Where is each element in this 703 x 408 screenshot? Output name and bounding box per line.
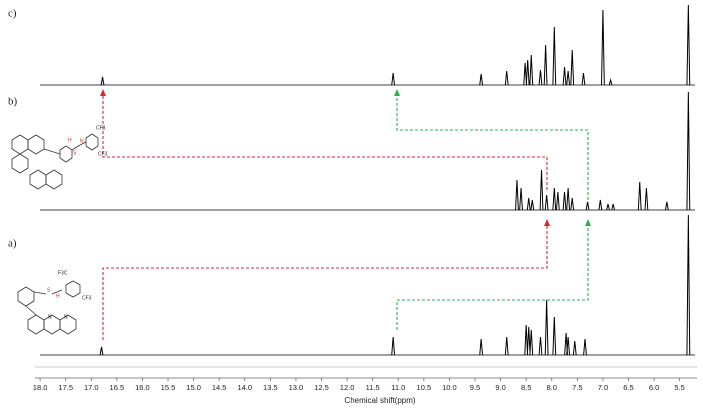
peak bbox=[530, 199, 535, 211]
x-tick-label: 11.0 bbox=[391, 383, 405, 392]
atom-label: CF3 bbox=[82, 295, 92, 301]
peak bbox=[538, 69, 543, 86]
x-tick-label: 7.5 bbox=[572, 383, 582, 392]
peak bbox=[515, 179, 519, 211]
x-tick-label: 17.0 bbox=[84, 383, 99, 392]
peak bbox=[100, 76, 105, 86]
peak bbox=[544, 299, 549, 356]
x-tick-label: 17.5 bbox=[58, 383, 73, 392]
peak bbox=[526, 326, 531, 356]
structure-b bbox=[11, 133, 99, 190]
peak bbox=[608, 78, 613, 86]
peak bbox=[686, 4, 691, 86]
peak bbox=[504, 336, 509, 356]
x-tick-label: 15.0 bbox=[186, 383, 201, 392]
atom-label: CF3 bbox=[98, 151, 108, 157]
peak bbox=[552, 187, 557, 211]
x-tick-label: 6.0 bbox=[649, 383, 659, 392]
peak bbox=[504, 70, 509, 86]
peak bbox=[99, 346, 104, 356]
x-tick-label: 5.5 bbox=[674, 383, 684, 392]
atom-label: N bbox=[80, 138, 84, 144]
x-tick-label: 14.5 bbox=[212, 383, 227, 392]
x-tick-label: 12.5 bbox=[314, 383, 329, 392]
x-tick-label: 6.5 bbox=[623, 383, 633, 392]
atom-label: N bbox=[48, 314, 52, 320]
peak bbox=[529, 54, 534, 86]
peak bbox=[570, 197, 575, 211]
structure-a bbox=[17, 280, 81, 335]
peak bbox=[686, 91, 691, 211]
peak bbox=[539, 169, 544, 211]
peak bbox=[391, 72, 396, 86]
peak bbox=[583, 338, 587, 356]
peak bbox=[526, 197, 531, 211]
x-tick-label: 13.5 bbox=[263, 383, 278, 392]
peak bbox=[686, 214, 691, 356]
x-tick-label: 18.0 bbox=[33, 383, 48, 392]
atom-label: N bbox=[64, 314, 68, 320]
peak bbox=[606, 203, 610, 211]
x-tick-label: 7.0 bbox=[598, 383, 608, 392]
x-tick-label: 14.0 bbox=[237, 383, 252, 392]
x-tick-label: 13.0 bbox=[289, 383, 304, 392]
peak bbox=[524, 324, 529, 356]
x-tick-label: 10.5 bbox=[417, 383, 432, 392]
atom-label: H bbox=[68, 137, 72, 143]
peak bbox=[529, 329, 534, 356]
x-tick-label: 16.5 bbox=[110, 383, 125, 392]
atom-label: H bbox=[56, 293, 60, 299]
spectrum-label: a) bbox=[8, 238, 17, 250]
peak bbox=[555, 191, 560, 211]
peak bbox=[552, 316, 557, 356]
peak bbox=[570, 49, 575, 86]
peak bbox=[566, 70, 571, 86]
atom-label: S bbox=[47, 287, 51, 293]
x-tick-label: 11.5 bbox=[366, 383, 380, 392]
spectrum-label: b) bbox=[8, 96, 18, 108]
spectrum-label: c) bbox=[8, 8, 17, 20]
peak bbox=[552, 26, 557, 86]
peak bbox=[562, 66, 567, 86]
peak bbox=[479, 73, 484, 86]
peak bbox=[519, 187, 523, 211]
peak bbox=[479, 338, 484, 356]
x-tick-label: 9.5 bbox=[470, 383, 480, 392]
peak bbox=[566, 187, 571, 211]
peak bbox=[523, 62, 528, 86]
correlation-arrows bbox=[100, 89, 591, 340]
atom-label: S bbox=[73, 150, 77, 156]
peak bbox=[391, 336, 396, 356]
peak bbox=[572, 340, 577, 356]
x-tick-label: 16.0 bbox=[135, 383, 150, 392]
peak bbox=[544, 194, 549, 211]
peak bbox=[538, 336, 543, 356]
peak bbox=[637, 181, 642, 211]
atom-label: CF3 bbox=[96, 125, 106, 131]
peak bbox=[543, 44, 548, 86]
x-tick-label: 10.0 bbox=[442, 383, 457, 392]
peak bbox=[644, 187, 649, 211]
peak bbox=[598, 199, 603, 211]
peak bbox=[566, 336, 571, 356]
x-axis-title: Chemical shift(ppm) bbox=[344, 396, 415, 405]
peak bbox=[525, 59, 530, 86]
x-tick-label: 8.0 bbox=[547, 383, 557, 392]
peak bbox=[562, 191, 567, 211]
x-tick-label: 9.0 bbox=[495, 383, 505, 392]
x-tick-label: 12.0 bbox=[340, 383, 355, 392]
peak bbox=[585, 201, 590, 211]
x-tick-label: 15.5 bbox=[161, 383, 176, 392]
peak bbox=[581, 72, 586, 86]
peak bbox=[611, 203, 616, 211]
peak bbox=[664, 201, 669, 211]
peak bbox=[601, 9, 605, 86]
x-tick-label: 8.5 bbox=[521, 383, 531, 392]
atom-label: F3C bbox=[58, 270, 68, 276]
